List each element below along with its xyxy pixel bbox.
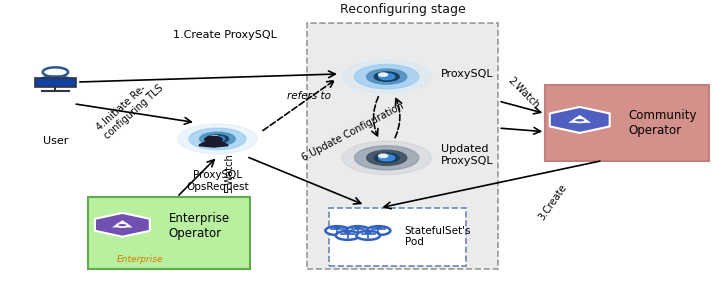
- Polygon shape: [112, 220, 133, 227]
- Circle shape: [364, 231, 372, 234]
- Circle shape: [117, 223, 128, 227]
- Circle shape: [189, 128, 246, 149]
- Circle shape: [344, 231, 351, 234]
- Circle shape: [342, 60, 432, 93]
- Text: Enterprise: Enterprise: [116, 255, 163, 264]
- Circle shape: [379, 154, 388, 157]
- Circle shape: [346, 226, 369, 235]
- Text: 1.Create ProxySQL: 1.Create ProxySQL: [173, 30, 277, 40]
- Circle shape: [356, 231, 380, 240]
- FancyBboxPatch shape: [87, 197, 250, 269]
- FancyBboxPatch shape: [545, 85, 709, 160]
- Circle shape: [574, 118, 586, 123]
- Text: 2.Watch: 2.Watch: [505, 75, 541, 110]
- Text: User: User: [43, 136, 68, 146]
- Polygon shape: [568, 115, 591, 123]
- Polygon shape: [549, 107, 609, 133]
- Circle shape: [367, 150, 407, 166]
- Text: 6.Update Configuration: 6.Update Configuration: [300, 100, 405, 163]
- FancyBboxPatch shape: [307, 22, 498, 269]
- Circle shape: [379, 73, 388, 76]
- Text: Reconfiguring stage: Reconfiguring stage: [340, 3, 466, 16]
- Circle shape: [375, 153, 399, 162]
- Text: 5.Watch: 5.Watch: [225, 153, 235, 193]
- Text: StatefulSet's
Pod: StatefulSet's Pod: [405, 226, 471, 247]
- Circle shape: [334, 226, 341, 229]
- Polygon shape: [95, 213, 150, 237]
- Circle shape: [210, 136, 218, 139]
- FancyBboxPatch shape: [35, 78, 76, 87]
- Text: Enterprise
Operator: Enterprise Operator: [168, 212, 230, 240]
- Text: ProxySQL
OpsRequest: ProxySQL OpsRequest: [186, 170, 249, 192]
- Text: 3.Create: 3.Create: [536, 182, 568, 222]
- Circle shape: [335, 231, 359, 240]
- Circle shape: [210, 136, 225, 142]
- Wedge shape: [199, 141, 228, 147]
- Circle shape: [354, 65, 419, 89]
- Circle shape: [354, 146, 419, 170]
- Text: ProxySQL: ProxySQL: [441, 69, 493, 79]
- Circle shape: [206, 135, 228, 143]
- Circle shape: [379, 155, 395, 161]
- Circle shape: [367, 69, 407, 84]
- Text: Updated
ProxySQL: Updated ProxySQL: [441, 144, 493, 166]
- Circle shape: [325, 226, 349, 235]
- Circle shape: [354, 226, 362, 229]
- Text: Community
Operator: Community Operator: [628, 109, 696, 137]
- Circle shape: [375, 72, 399, 81]
- Circle shape: [379, 74, 395, 80]
- Circle shape: [200, 132, 235, 146]
- Text: 4.Initiate Re-
configuring TLS: 4.Initiate Re- configuring TLS: [95, 74, 166, 141]
- Circle shape: [205, 136, 222, 143]
- Circle shape: [342, 141, 432, 175]
- Circle shape: [367, 226, 390, 235]
- Circle shape: [375, 226, 382, 229]
- Circle shape: [178, 124, 257, 154]
- Text: refers to: refers to: [287, 91, 331, 101]
- FancyBboxPatch shape: [329, 208, 466, 266]
